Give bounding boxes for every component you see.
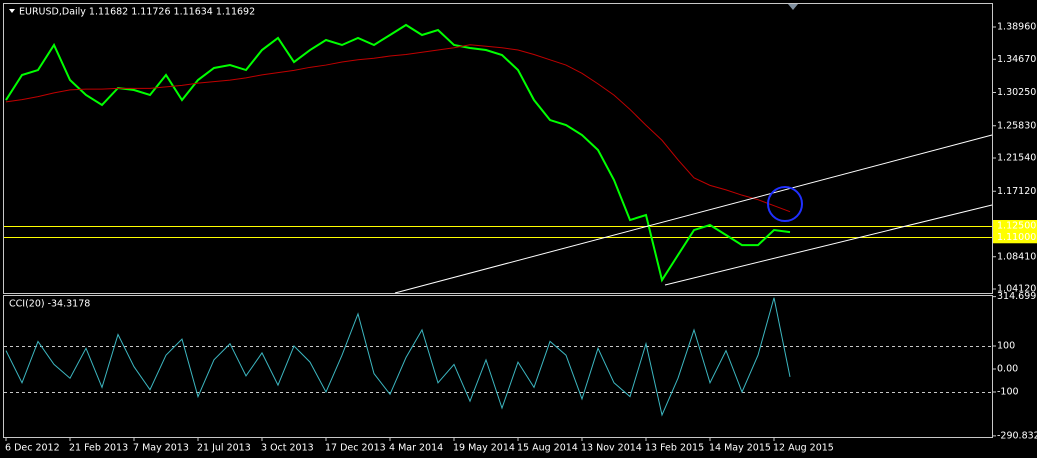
x-tick-label: 3 Oct 2013 — [261, 443, 314, 454]
x-tick-label: 21 Jul 2013 — [197, 443, 251, 454]
x-tick-label: 6 Dec 2012 — [5, 443, 60, 454]
x-tick-label: 12 Aug 2015 — [773, 443, 834, 454]
x-tick-label: 17 Dec 2013 — [325, 443, 386, 454]
shift-marker — [788, 4, 798, 10]
series-line — [5, 297, 791, 417]
y-tick-label: 0.00 — [997, 364, 1018, 375]
y-tick-label: 1.04120 — [997, 284, 1036, 295]
cci-plot: 314.6997 100 0.00 -100 -290.8322 6 Dec 2012 21… — [4, 291, 1037, 454]
y-tick-highlight — [993, 231, 1037, 244]
x-tick-label: 4 Mar 2014 — [389, 443, 443, 454]
highlight-circle[interactable] — [767, 186, 803, 222]
y-tick-label: 1.11000 — [997, 232, 1036, 243]
channel-lower[interactable] — [664, 204, 993, 286]
y-tick-label: -290.8322 — [997, 430, 1037, 441]
cci-panel-frame — [3, 295, 993, 438]
x-tick-label: 19 May 2014 — [453, 443, 515, 454]
y-tick-highlight — [993, 219, 1037, 232]
x-tick-label: 21 Feb 2013 — [69, 443, 128, 454]
series-line — [5, 44, 791, 213]
x-tick-label: 13 Feb 2015 — [645, 443, 704, 454]
y-tick-label: 1.17120 — [997, 186, 1036, 197]
y-tick-label: 100 — [997, 341, 1015, 352]
cci-header: CCI(20) -34.3178 — [9, 299, 90, 310]
series-line — [5, 23, 791, 283]
y-tick-label: 1.30250 — [997, 87, 1036, 98]
y-tick-label: 1.38960 — [997, 22, 1036, 33]
x-tick-label: 13 Nov 2014 — [581, 443, 642, 454]
y-tick-label: 1.34670 — [997, 54, 1036, 65]
x-tick-label: 15 Aug 2014 — [517, 443, 578, 454]
y-tick-label: 1.08410 — [997, 251, 1036, 262]
price-plot: 1.38960 1.34670 1.30250 1.25830 1.21540 1.171… — [4, 22, 1037, 295]
y-tick-label: 314.6997 — [997, 291, 1037, 302]
y-tick-label: -100 — [997, 387, 1019, 398]
price-panel-frame — [3, 3, 993, 294]
x-tick-label: 14 May 2015 — [709, 443, 771, 454]
y-tick-label: 1.21540 — [997, 153, 1036, 164]
y-tick-label: 1.12500 — [997, 220, 1036, 231]
x-tick-label: 7 May 2013 — [133, 443, 189, 454]
y-tick-label: 1.25830 — [997, 120, 1036, 131]
channel-upper[interactable] — [394, 134, 993, 294]
price-header: EURUSD,Daily 1.11682 1.11726 1.11634 1.1… — [19, 7, 255, 18]
collapse-icon[interactable] — [9, 9, 15, 13]
